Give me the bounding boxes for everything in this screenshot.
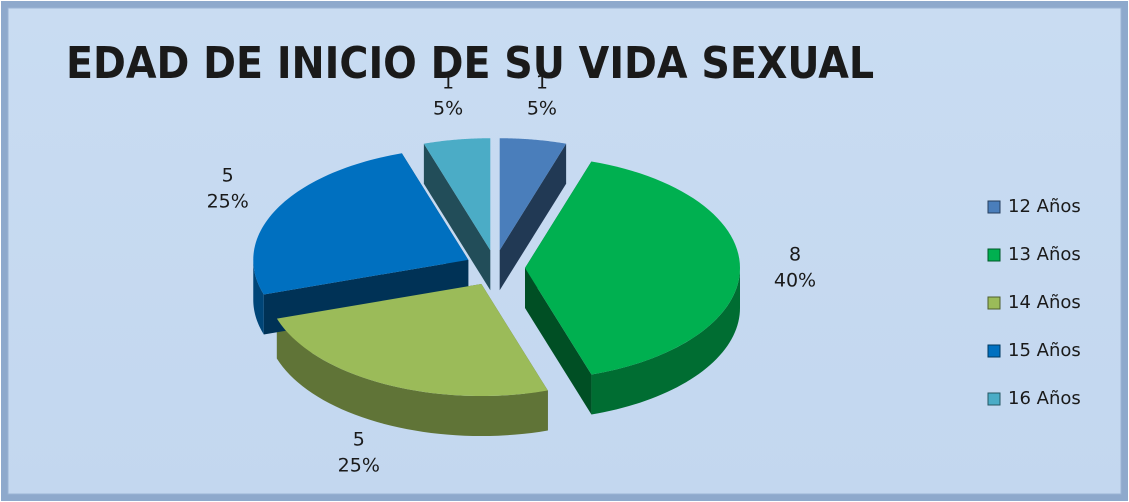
- data-label-value: 5: [353, 429, 365, 451]
- slice: [253, 153, 469, 295]
- legend-label: 15 Años: [1008, 340, 1081, 361]
- data-label-percent: 25%: [338, 455, 380, 477]
- data-label-value: 8: [789, 244, 801, 266]
- legend-label: 16 Años: [1008, 388, 1081, 409]
- slice: [276, 284, 548, 397]
- legend-swatch: [987, 200, 1001, 214]
- slice-side: [276, 318, 548, 437]
- legend-label: 13 Años: [1008, 244, 1081, 265]
- slice-tops: [253, 138, 740, 397]
- data-label-percent: 40%: [774, 270, 816, 292]
- slice-side: [591, 268, 740, 415]
- legend-label: 14 Años: [1008, 292, 1081, 313]
- data-label-percent: 25%: [207, 191, 249, 213]
- legend-swatch: [987, 392, 1001, 406]
- slice: [525, 161, 740, 375]
- slice-radial-side: [499, 143, 567, 291]
- data-label-value: 5: [222, 165, 234, 187]
- legend-swatch: [987, 248, 1001, 262]
- data-label-value: 1: [442, 72, 454, 94]
- legend-swatch: [987, 296, 1001, 310]
- data-label-percent: 5%: [527, 98, 557, 120]
- chart-title: EDAD DE INICIO DE SU VIDA SEXUAL: [66, 38, 874, 89]
- slice: [499, 138, 567, 251]
- data-label-value: 1: [536, 72, 548, 94]
- slice: [423, 138, 491, 251]
- slice-radial-side: [525, 268, 592, 415]
- data-label-percent: 5%: [433, 98, 463, 120]
- legend-label: 12 Años: [1008, 196, 1081, 217]
- legend-swatch: [987, 344, 1001, 358]
- slice-radial-side: [423, 143, 491, 291]
- slice-side: [253, 259, 264, 335]
